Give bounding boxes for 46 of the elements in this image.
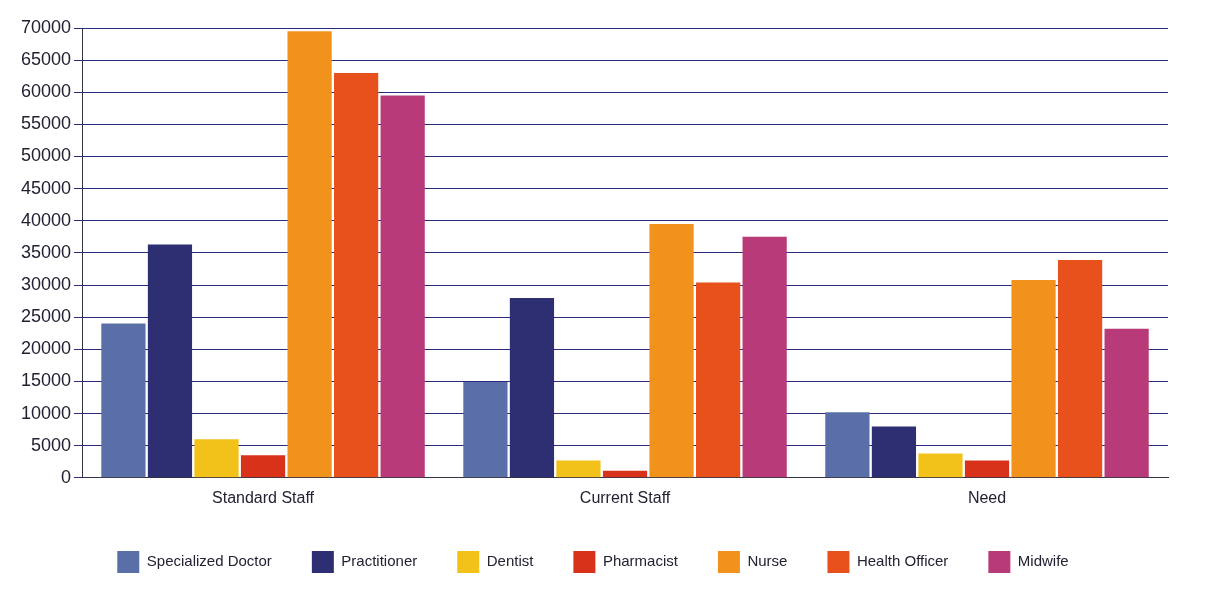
y-tick-label: 25000	[20, 306, 72, 327]
y-tick-label: 15000	[20, 370, 72, 391]
bar	[1057, 259, 1103, 478]
x-tick-label: Current Staff	[579, 488, 671, 506]
y-tick-label: 70000	[20, 16, 72, 37]
y-tick-label: 45000	[20, 177, 72, 198]
bar	[380, 95, 425, 478]
x-tick-label: Standard Staff	[212, 488, 315, 506]
y-tick-label: 65000	[20, 49, 72, 70]
bar	[964, 460, 1010, 478]
bar	[287, 31, 332, 478]
bar	[1104, 328, 1149, 478]
legend-label: Dentist	[486, 552, 535, 570]
y-tick-label: 50000	[20, 145, 72, 166]
legend-label: Pharmacist	[602, 552, 679, 570]
legend-label: Health Officer	[856, 552, 949, 570]
legend-label: Specialized Doctor	[146, 552, 272, 570]
legend-label: Nurse	[747, 552, 788, 570]
y-tick-label: 0	[61, 466, 72, 487]
y-tick-label: 55000	[20, 113, 72, 134]
bar	[696, 282, 741, 478]
bar	[742, 236, 787, 478]
y-tick-label: 30000	[20, 274, 72, 294]
y-tick-label: 40000	[20, 209, 72, 230]
bar	[1011, 279, 1056, 478]
legend-label: Midwife	[1017, 552, 1069, 570]
y-tick-label: 10000	[20, 402, 72, 423]
bar	[871, 426, 917, 478]
legend-label: Practitioner	[341, 552, 418, 570]
y-tick-label: 35000	[20, 241, 72, 262]
bar	[194, 439, 239, 478]
bar	[918, 453, 963, 478]
x-tick-label: Need	[967, 488, 1007, 506]
bar	[602, 470, 648, 478]
bar	[556, 460, 601, 478]
bar	[509, 297, 555, 478]
y-tick-label: 20000	[20, 338, 72, 359]
y-tick-label: 60000	[20, 81, 72, 102]
bar	[463, 382, 508, 478]
bar	[101, 323, 146, 478]
bar	[649, 223, 694, 478]
bar	[334, 72, 379, 478]
bar	[240, 455, 286, 478]
y-tick-label: 5000	[31, 434, 72, 455]
bar	[147, 244, 193, 478]
bar	[825, 412, 870, 478]
